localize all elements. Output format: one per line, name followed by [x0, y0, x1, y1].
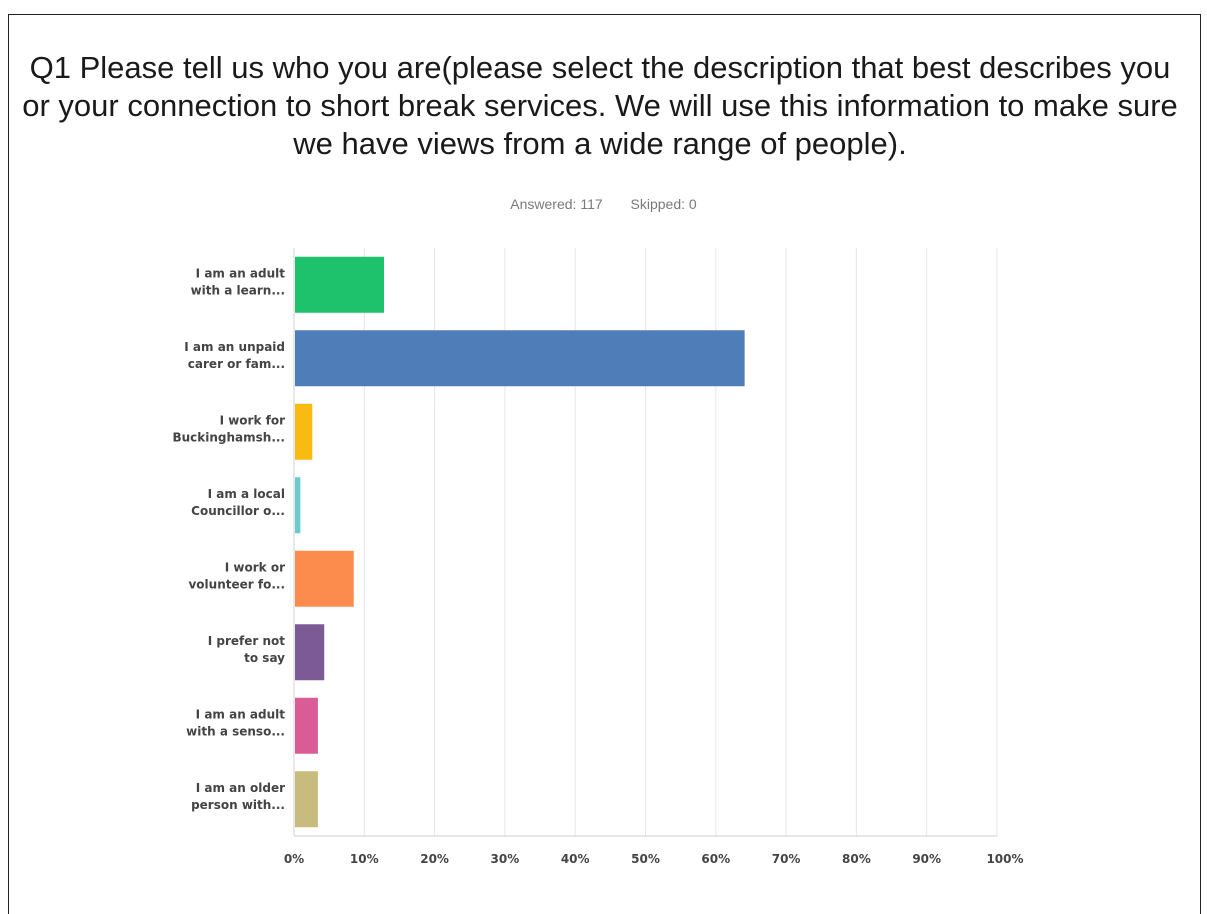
category-label: with a learn...: [191, 283, 285, 297]
category-label: Buckinghamsh...: [172, 430, 285, 444]
response-summary: Answered: 117 Skipped: 0: [0, 196, 1207, 212]
answered-count: Answered: 117: [510, 196, 603, 212]
x-tick-label: 20%: [420, 852, 449, 866]
bar: [295, 550, 354, 607]
category-label: Councillor o...: [191, 504, 285, 518]
x-tick-label: 70%: [772, 852, 801, 866]
category-label: with a senso...: [186, 724, 285, 738]
x-tick-label: 0%: [284, 852, 304, 866]
category-label: I work for: [220, 413, 286, 427]
x-tick-label: 10%: [350, 852, 379, 866]
category-label: I am an unpaid: [184, 340, 285, 354]
bar: [295, 624, 325, 681]
x-tick-label: 60%: [701, 852, 730, 866]
x-tick-label: 90%: [912, 852, 941, 866]
x-tick-label: 40%: [561, 852, 590, 866]
category-label: carer or fam...: [188, 357, 285, 371]
bar: [295, 697, 318, 754]
category-label: I am an adult: [196, 266, 286, 280]
x-tick-label: 50%: [631, 852, 660, 866]
bar: [295, 256, 384, 313]
category-label: I am a local: [208, 487, 285, 501]
skipped-count: Skipped: 0: [630, 196, 697, 212]
page-frame: [8, 14, 1201, 914]
category-label: volunteer fo...: [188, 577, 285, 591]
bar: [295, 330, 745, 387]
x-tick-label: 100%: [986, 852, 1023, 866]
category-label: person with...: [191, 798, 285, 812]
bar: [295, 771, 318, 828]
category-label: I am an adult: [196, 707, 286, 721]
category-label: I work or: [225, 560, 285, 574]
bar: [295, 477, 301, 534]
question-title: Q1 Please tell us who you are(please sel…: [22, 50, 1178, 161]
x-tick-label: 80%: [842, 852, 871, 866]
x-tick-label: 30%: [491, 852, 520, 866]
bar: [295, 403, 313, 460]
category-label: to say: [244, 651, 285, 665]
category-label: I prefer not: [208, 634, 286, 648]
category-label: I am an older: [196, 781, 285, 795]
